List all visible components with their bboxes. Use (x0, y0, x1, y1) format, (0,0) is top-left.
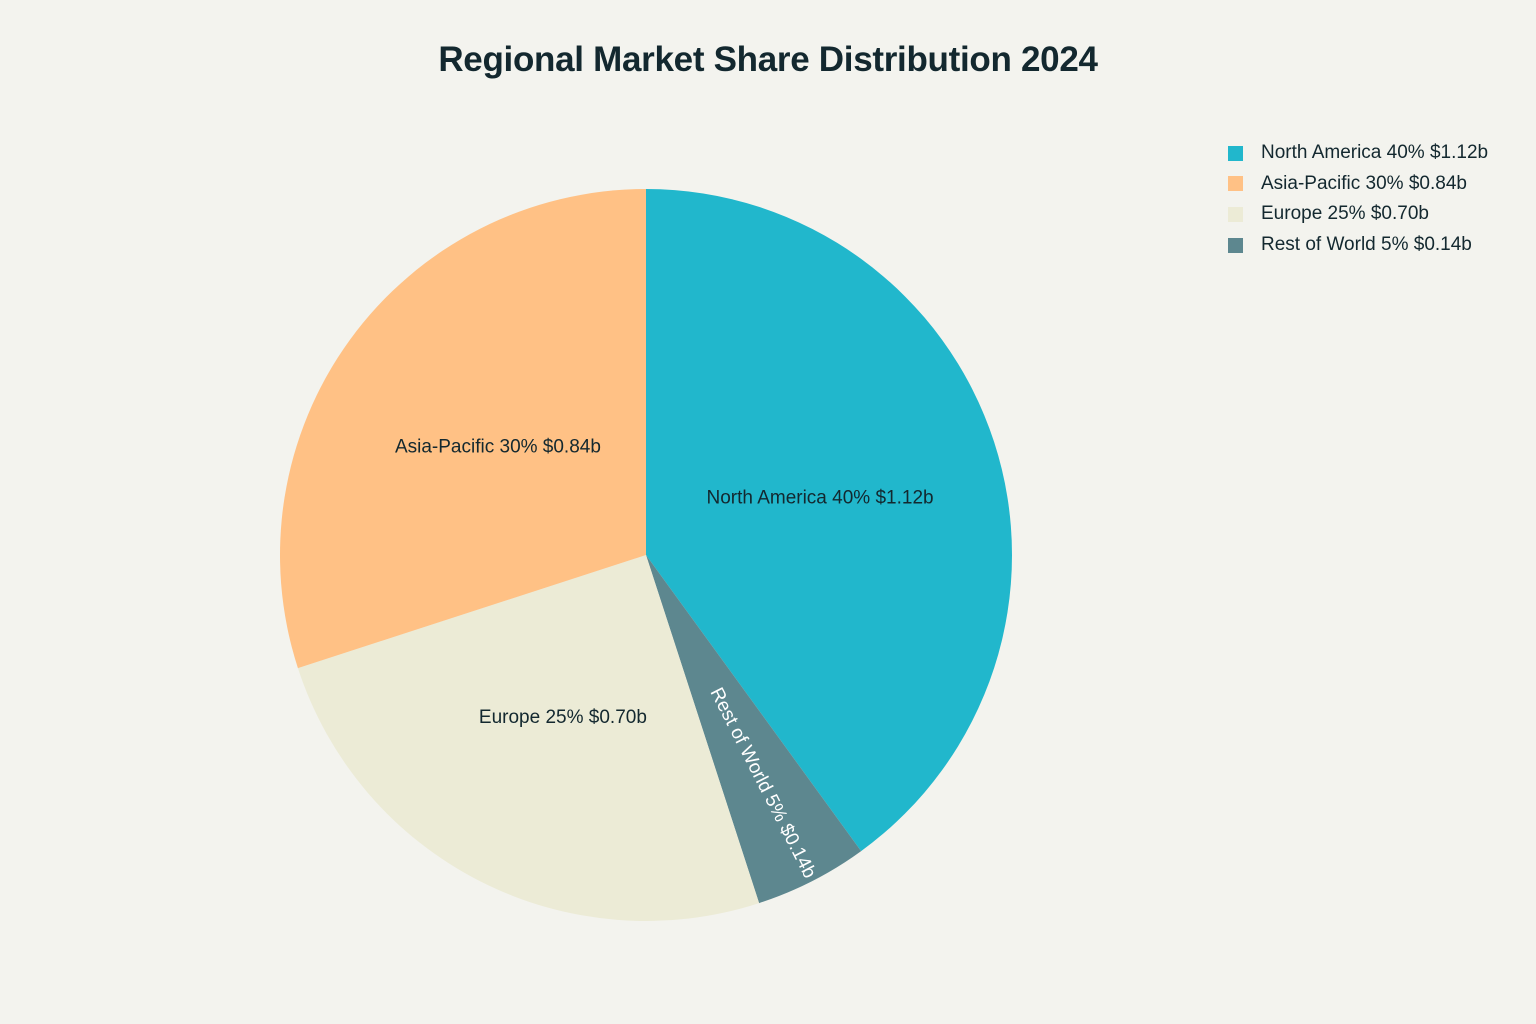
pie-label-north-america: North America 40% $1.12b (707, 487, 934, 508)
legend: North America 40% $1.12b Asia-Pacific 30%… (1228, 138, 1528, 260)
legend-label: Europe 25% $0.70b (1261, 203, 1429, 225)
legend-label: North America 40% $1.12b (1261, 142, 1489, 164)
legend-swatch (1228, 145, 1243, 161)
legend-swatch (1228, 206, 1243, 222)
legend-swatch (1228, 237, 1243, 253)
legend-item-rest-of-world[interactable]: Rest of World 5% $0.14b (1228, 230, 1528, 261)
legend-item-north-america[interactable]: North America 40% $1.12b (1228, 138, 1528, 169)
pie-slices (279, 189, 1012, 921)
legend-swatch (1228, 176, 1243, 192)
legend-label: Asia-Pacific 30% $0.84b (1261, 172, 1467, 194)
pie-label-europe: Europe 25% $0.70b (479, 707, 647, 728)
legend-item-asia-pacific[interactable]: Asia-Pacific 30% $0.84b (1228, 169, 1528, 200)
legend-label: Rest of World 5% $0.14b (1261, 234, 1472, 256)
chart-title: Regional Market Share Distribution 2024 (438, 40, 1098, 79)
pie-label-asia-pacific: Asia-Pacific 30% $0.84b (395, 436, 601, 457)
pie-slice-europe (297, 555, 760, 921)
pie-slice-rest-of-world (646, 555, 862, 904)
pie-slice-north-america (646, 189, 1012, 852)
legend-item-europe[interactable]: Europe 25% $0.70b (1228, 199, 1528, 230)
pie-slice-asia-pacific (279, 189, 646, 669)
